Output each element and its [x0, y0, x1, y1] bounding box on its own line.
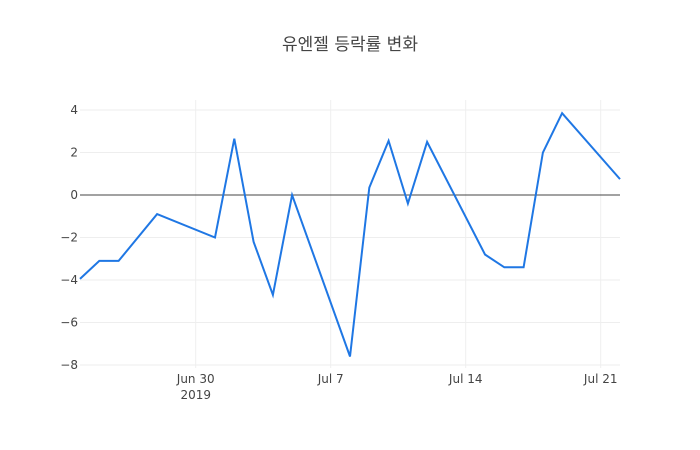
x-tick-sublabel: 2019	[180, 388, 211, 402]
y-axis-ticks: 4 2 0 −2 −4 −6 −8	[60, 103, 78, 372]
series-line	[79, 111, 621, 357]
y-tick-label: −8	[60, 358, 78, 372]
y-tick-label: −6	[60, 316, 78, 330]
y-tick-label: 2	[70, 146, 78, 160]
y-tick-label: −4	[60, 273, 78, 287]
x-tick-label: Jul 7	[317, 372, 344, 386]
y-tick-label: −2	[60, 231, 78, 245]
x-tick-label: Jul 14	[448, 372, 483, 386]
y-tick-label: 4	[70, 103, 78, 117]
x-tick-label: Jun 30	[176, 372, 215, 386]
gridlines	[80, 100, 620, 368]
chart-title: 유엔젤 등락률 변화	[282, 35, 418, 55]
x-axis-ticks: Jun 30 2019 Jul 7 Jul 14 Jul 21	[176, 372, 618, 402]
x-tick-label: Jul 21	[583, 372, 618, 386]
y-tick-label: 0	[70, 188, 78, 202]
